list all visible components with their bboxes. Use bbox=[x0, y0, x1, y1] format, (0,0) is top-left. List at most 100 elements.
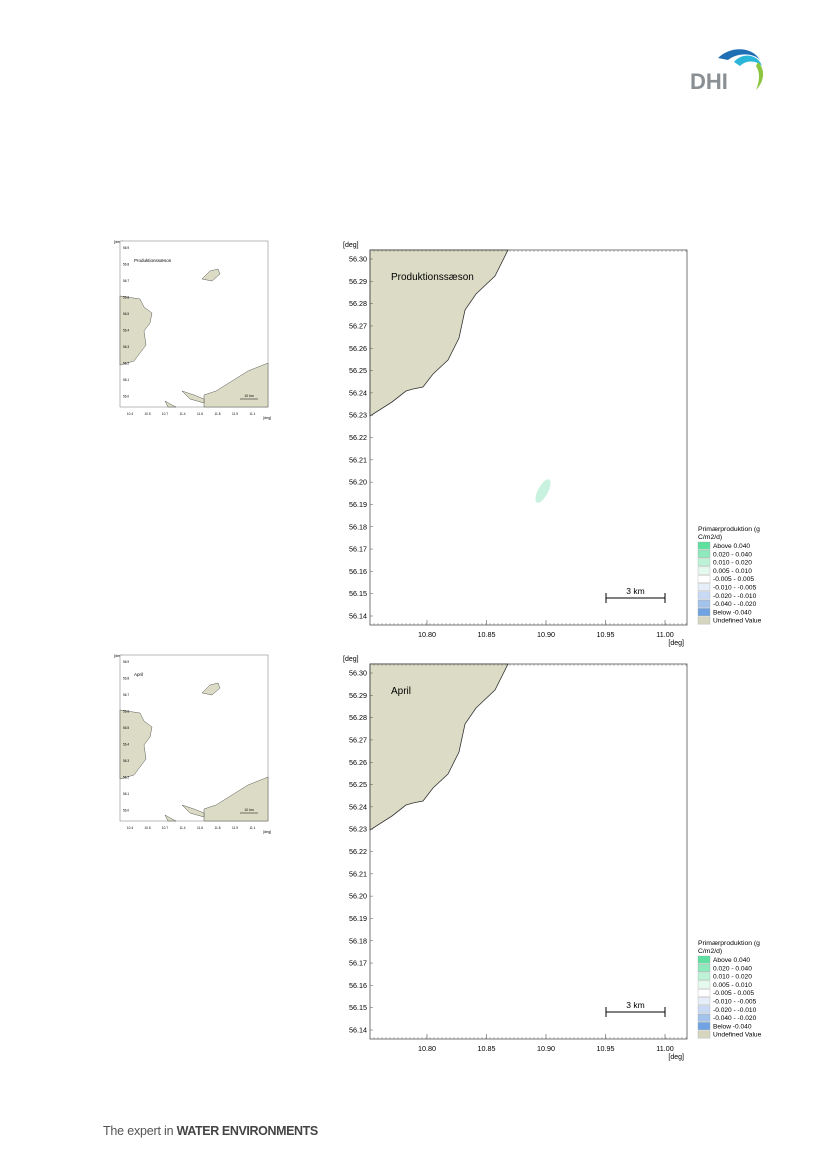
legend-item-label: -0.020 - -0.010 bbox=[713, 1007, 757, 1014]
legend-item-label: Below -0.040 bbox=[713, 609, 752, 616]
legend-title-line1: Primærproduktion (g bbox=[698, 940, 760, 947]
y-tick-label: 56.26 bbox=[349, 344, 367, 353]
y-tick-label: 56.25 bbox=[349, 780, 367, 789]
overview-x-tick-label: 11.9 bbox=[232, 826, 238, 830]
y-tick-label: 56.15 bbox=[349, 589, 367, 598]
y-tick-label: 56.27 bbox=[349, 321, 367, 330]
legend-item-label: Above 0.040 bbox=[713, 957, 750, 964]
legend-item-label: -0.010 - -0.005 bbox=[713, 999, 757, 1006]
overview-x-tick-label: 11.1 bbox=[250, 826, 256, 830]
legend-swatch bbox=[697, 1030, 711, 1039]
y-tick-label: 56.20 bbox=[349, 478, 367, 487]
legend-item-label: Undefined Value bbox=[713, 618, 762, 625]
overview-y-tick-label: 56.0 bbox=[123, 395, 129, 399]
production-plume bbox=[535, 479, 551, 503]
overview-x-tick-label: 11.6 bbox=[197, 826, 203, 830]
overview-x-tick-label: 11.8 bbox=[215, 826, 221, 830]
legend-item-label: -0.010 - -0.005 bbox=[713, 585, 757, 592]
overview-y-tick-label: 56.1 bbox=[123, 792, 129, 796]
y-tick-label: 56.21 bbox=[349, 869, 367, 878]
map-period-label: Produktionssæson bbox=[391, 272, 474, 283]
legend-swatch bbox=[697, 972, 711, 981]
legend-swatch bbox=[697, 575, 711, 583]
overview-y-tick-label: 56.3 bbox=[123, 345, 129, 349]
x-tick-label: 10.80 bbox=[418, 630, 436, 639]
y-tick-label: 56.18 bbox=[349, 522, 367, 531]
overview-y-tick-label: 56.7 bbox=[123, 693, 129, 697]
y-tick-label: 56.27 bbox=[349, 735, 367, 744]
overview-y-tick-label: 56.6 bbox=[123, 296, 129, 300]
legend-swatch bbox=[697, 583, 711, 592]
legend-item-label: -0.040 - -0.020 bbox=[713, 601, 757, 608]
legend-swatch bbox=[697, 616, 711, 625]
legend-item-label: Below -0.040 bbox=[713, 1023, 752, 1030]
x-tick-label: 10.95 bbox=[597, 630, 615, 639]
overview-y-tick-label: 56.7 bbox=[123, 279, 129, 283]
overview-y-tick-label: 56.1 bbox=[123, 378, 129, 382]
dhi-logo: DHI bbox=[690, 44, 770, 94]
legend-item-label: -0.020 - -0.010 bbox=[713, 593, 757, 600]
y-tick-label: 56.22 bbox=[349, 847, 367, 856]
legend-swatch bbox=[697, 608, 711, 616]
y-tick-label: 56.16 bbox=[349, 567, 367, 576]
y-tick-label: 56.16 bbox=[349, 981, 367, 990]
legend-title-line2: C/m2/d) bbox=[698, 948, 722, 955]
y-tick-label: 56.23 bbox=[349, 411, 367, 420]
x-unit-label: [deg] bbox=[668, 640, 684, 647]
overview-x-unit: [deg] bbox=[263, 830, 271, 834]
legend-swatch bbox=[697, 566, 711, 575]
legend-swatch bbox=[697, 558, 711, 567]
overview-map-2: [deg] April 56.9 56.8 56.7 56.6 56.5 56.4 56.3 56… bbox=[112, 651, 312, 841]
overview-west-land bbox=[119, 709, 153, 780]
legend-swatch bbox=[697, 1005, 711, 1014]
overview-y-tick-label: 56.6 bbox=[123, 710, 129, 714]
overview-island bbox=[201, 268, 221, 282]
overview-x-tick-label: 11.8 bbox=[215, 412, 221, 416]
overview-y-unit: [deg] bbox=[114, 239, 123, 244]
overview-y-tick-label: 56.4 bbox=[123, 743, 129, 747]
x-unit-label: [deg] bbox=[668, 1054, 684, 1061]
y-unit-label: [deg] bbox=[343, 242, 359, 249]
overview-island bbox=[201, 682, 221, 696]
y-tick-label: 56.21 bbox=[349, 455, 367, 464]
y-tick-label: 56.29 bbox=[349, 277, 367, 286]
main-map-1-svg: [deg] Produktionssæson 56.30 56.29 56.28 56.2… bbox=[343, 242, 762, 647]
overview-y-tick-label: 56.5 bbox=[123, 312, 129, 316]
dhi-logo-icon: DHI bbox=[690, 49, 764, 94]
overview-east-land bbox=[203, 362, 269, 408]
legend-title-line2: C/m2/d) bbox=[698, 534, 722, 541]
y-tick-label: 56.19 bbox=[349, 500, 367, 509]
footer-tagline: The expert in WATER ENVIRONMENTS bbox=[103, 1124, 318, 1138]
legend-item-label: 0.005 - 0.010 bbox=[713, 568, 752, 575]
overview-map-1-svg: [deg] Produktionssæson 56.9 56.8 56.7 56.6 56.… bbox=[114, 239, 312, 420]
scale-bar-label: 3 km bbox=[626, 1000, 644, 1010]
x-tick-label: 10.85 bbox=[478, 630, 496, 639]
y-tick-label: 56.17 bbox=[349, 959, 367, 968]
y-tick-label: 56.28 bbox=[349, 713, 367, 722]
legend-item-label: -0.040 - -0.020 bbox=[713, 1015, 757, 1022]
footer-emphasis: WATER ENVIRONMENTS bbox=[176, 1124, 319, 1138]
y-tick-label: 56.20 bbox=[349, 892, 367, 901]
y-unit-label: [deg] bbox=[343, 656, 359, 663]
scale-bar-label: 3 km bbox=[626, 586, 644, 596]
overview-y-tick-label: 56.9 bbox=[123, 660, 129, 664]
y-tick-label: 56.28 bbox=[349, 299, 367, 308]
legend-item-label: 0.020 - 0.040 bbox=[713, 551, 752, 558]
overview-y-unit: [deg] bbox=[114, 653, 123, 658]
overview-x-tick-label: 11.6 bbox=[197, 412, 203, 416]
overview-peninsula bbox=[181, 804, 205, 818]
overview-x-tick-label: 11.1 bbox=[250, 412, 256, 416]
x-tick-label: 10.95 bbox=[597, 1044, 615, 1053]
legend-swatch bbox=[697, 997, 711, 1006]
legend-swatch bbox=[697, 955, 711, 964]
overview-x-tick-label: 10.4 bbox=[127, 826, 133, 830]
y-tick-label: 56.17 bbox=[349, 545, 367, 554]
overview-period-label: April bbox=[134, 672, 143, 677]
overview-x-tick-label: 11.4 bbox=[180, 826, 186, 830]
legend-item-label: 0.005 - 0.010 bbox=[713, 982, 752, 989]
overview-x-tick-label: 10.5 bbox=[144, 826, 150, 830]
legend-swatch bbox=[697, 591, 711, 600]
x-tick-label: 10.90 bbox=[537, 1044, 555, 1053]
footer-prefix: The expert in bbox=[103, 1124, 177, 1138]
x-tick-label: 10.85 bbox=[478, 1044, 496, 1053]
